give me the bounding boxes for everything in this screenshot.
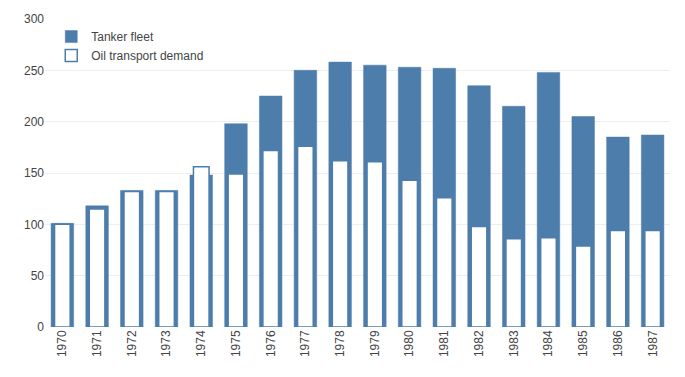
svg-text:1982: 1982 <box>472 330 486 357</box>
svg-text:1974: 1974 <box>194 330 208 357</box>
svg-text:1985: 1985 <box>576 330 590 357</box>
svg-text:200: 200 <box>24 115 44 129</box>
svg-text:150: 150 <box>24 166 44 180</box>
svg-text:1971: 1971 <box>90 330 104 357</box>
svg-text:1976: 1976 <box>264 330 278 357</box>
svg-text:300: 300 <box>24 12 44 26</box>
svg-text:100: 100 <box>24 218 44 232</box>
svg-text:1984: 1984 <box>541 330 555 357</box>
svg-text:1973: 1973 <box>159 330 173 357</box>
svg-text:1987: 1987 <box>646 330 660 357</box>
svg-text:50: 50 <box>31 269 45 283</box>
svg-text:250: 250 <box>24 64 44 78</box>
svg-text:1986: 1986 <box>611 330 625 357</box>
svg-text:1980: 1980 <box>402 330 416 357</box>
svg-text:1975: 1975 <box>229 330 243 357</box>
svg-text:1970: 1970 <box>55 330 69 357</box>
svg-text:Tanker fleet: Tanker fleet <box>91 30 154 44</box>
svg-text:1979: 1979 <box>368 330 382 357</box>
svg-text:1972: 1972 <box>125 330 139 357</box>
svg-text:1977: 1977 <box>298 330 312 357</box>
svg-text:Oil transport demand: Oil transport demand <box>91 49 203 63</box>
svg-text:1983: 1983 <box>507 330 521 357</box>
svg-text:1981: 1981 <box>437 330 451 357</box>
svg-text:0: 0 <box>37 320 44 334</box>
svg-text:1978: 1978 <box>333 330 347 357</box>
